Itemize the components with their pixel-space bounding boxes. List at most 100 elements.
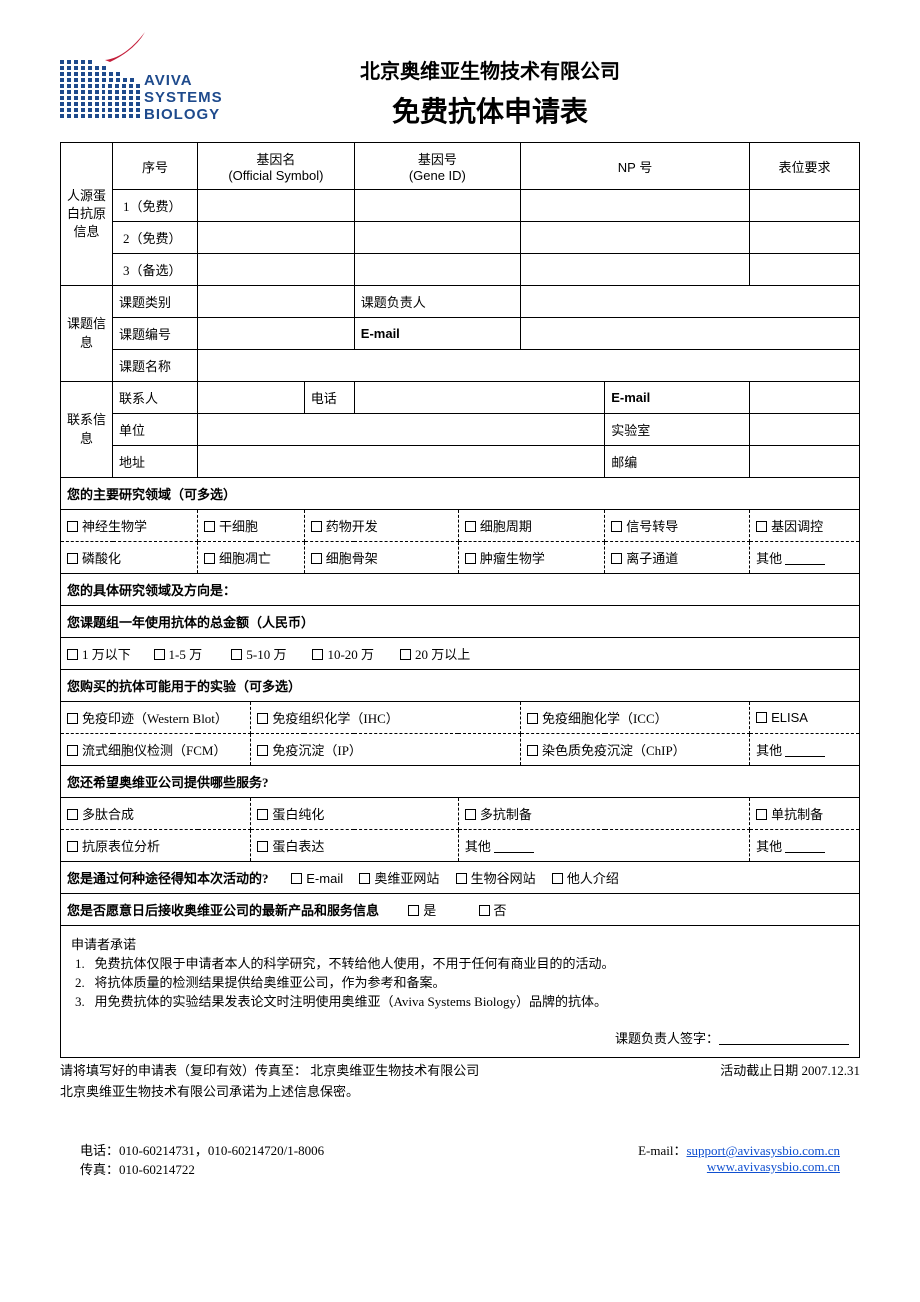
row1-seq: 1（免费）: [113, 190, 198, 222]
specific-title: 您的具体研究领域及方向是：: [61, 574, 860, 606]
opt-icc[interactable]: 免疫细胞化学（ICC）: [520, 702, 749, 734]
col-seq: 序号: [113, 143, 198, 190]
company-name: 北京奥维亚生物技术有限公司: [200, 55, 780, 84]
row2-geneid[interactable]: [354, 222, 520, 254]
phone-text: 电话：010-60214731，010-60214720/1-8006: [80, 1140, 324, 1159]
signature-line[interactable]: 课题负责人签字：: [71, 1028, 849, 1047]
opt-svc-other2[interactable]: 其他: [750, 830, 860, 862]
row3-seq: 3（备选）: [113, 254, 198, 286]
section2-label: 课题信息: [61, 286, 113, 382]
v-phone[interactable]: [354, 382, 604, 414]
opt-monoab[interactable]: 单抗制备: [750, 798, 860, 830]
f-topic-email: E-mail: [354, 318, 520, 350]
col-epitope: 表位要求: [750, 143, 860, 190]
logo-text: AVIVA SYSTEMS BIOLOGY: [144, 72, 223, 123]
f-lab: 实验室: [605, 414, 750, 446]
opt-drug[interactable]: 药物开发: [304, 510, 458, 542]
fax-text: 传真：010-60214722: [80, 1159, 324, 1178]
opt-phos[interactable]: 磷酸化: [61, 542, 198, 574]
opt-stem[interactable]: 干细胞: [198, 510, 305, 542]
opt-signal[interactable]: 信号转导: [605, 510, 750, 542]
f-topic-name: 课题名称: [113, 350, 198, 382]
opt-cyto[interactable]: 细胞骨架: [304, 542, 458, 574]
f-unit: 单位: [113, 414, 198, 446]
v-addr[interactable]: [198, 446, 605, 478]
research-area-title: 您的主要研究领域（可多选）: [61, 478, 860, 510]
budget-opts[interactable]: 1 万以下 1-5 万 5-10 万 10-20 万 20 万以上: [61, 638, 860, 670]
f-email: E-mail: [605, 382, 750, 414]
opt-apop[interactable]: 细胞凋亡: [198, 542, 305, 574]
opt-purify[interactable]: 蛋白纯化: [251, 798, 459, 830]
opt-tumor[interactable]: 肿瘤生物学: [458, 542, 604, 574]
col-gene-name: 基因名(Official Symbol): [198, 143, 355, 190]
logo-dots-icon: [60, 60, 140, 130]
row2-seq: 2（免费）: [113, 222, 198, 254]
confidential-note: 北京奥维亚生物技术有限公司承诺为上述信息保密。: [60, 1081, 860, 1100]
v-contact[interactable]: [198, 382, 305, 414]
company-logo: AVIVA SYSTEMS BIOLOGY: [60, 30, 200, 130]
v-unit[interactable]: [198, 414, 605, 446]
v-lab[interactable]: [750, 414, 860, 446]
f-zip: 邮编: [605, 446, 750, 478]
v-topic-name[interactable]: [198, 350, 860, 382]
row2-epitope[interactable]: [750, 222, 860, 254]
source-row[interactable]: 您是通过何种途径得知本次活动的? E-mail 奥维亚网站 生物谷网站 他人介绍: [61, 862, 860, 894]
v-topic-leader[interactable]: [520, 286, 859, 318]
f-topic-leader: 课题负责人: [354, 286, 520, 318]
email-contact: E-mail：support@avivasysbio.com.cn: [638, 1140, 840, 1159]
opt-wb[interactable]: 免疫印迹（Western Blot）: [61, 702, 251, 734]
opt-cycle[interactable]: 细胞周期: [458, 510, 604, 542]
opt-ihc[interactable]: 免疫组织化学（IHC）: [251, 702, 521, 734]
col-gene-id: 基因号(Gene ID): [354, 143, 520, 190]
v-zip[interactable]: [750, 446, 860, 478]
v-topic-num[interactable]: [198, 318, 355, 350]
header: AVIVA SYSTEMS BIOLOGY 北京奥维亚生物技术有限公司 免费抗体…: [60, 30, 860, 130]
contacts-block: 电话：010-60214731，010-60214720/1-8006 传真：0…: [60, 1140, 860, 1178]
f-addr: 地址: [113, 446, 198, 478]
opt-ip[interactable]: 免疫沉淀（IP）: [251, 734, 521, 766]
opt-fcm[interactable]: 流式细胞仪检测（FCM）: [61, 734, 251, 766]
row1-geneid[interactable]: [354, 190, 520, 222]
row3-np[interactable]: [520, 254, 749, 286]
f-topic-type: 课题类别: [113, 286, 198, 318]
opt-epitope-an[interactable]: 抗原表位分析: [61, 830, 251, 862]
f-contact: 联系人: [113, 382, 198, 414]
row3-epitope[interactable]: [750, 254, 860, 286]
svc-title: 您还希望奥维亚公司提供哪些服务?: [61, 766, 860, 798]
opt-elisa[interactable]: ELISA: [750, 702, 860, 734]
row1-genename[interactable]: [198, 190, 355, 222]
section3-label: 联系信息: [61, 382, 113, 478]
row3-geneid[interactable]: [354, 254, 520, 286]
form-table: 人源蛋白抗原信息 序号 基因名(Official Symbol) 基因号(Gen…: [60, 142, 860, 1058]
opt-peptide[interactable]: 多肽合成: [61, 798, 251, 830]
row1-epitope[interactable]: [750, 190, 860, 222]
fax-note-row: 请将填写好的申请表（复印有效）传真至： 北京奥维亚生物技术有限公司 活动截止日期…: [60, 1060, 860, 1079]
opt-svc-other1[interactable]: 其他: [458, 830, 749, 862]
exp-title: 您购买的抗体可能用于的实验（可多选）: [61, 670, 860, 702]
web-contact: www.avivasysbio.com.cn: [638, 1159, 840, 1175]
row2-np[interactable]: [520, 222, 749, 254]
title-block: 北京奥维亚生物技术有限公司 免费抗体申请表: [200, 55, 780, 130]
opt-other-exp[interactable]: 其他: [750, 734, 860, 766]
opt-other-area[interactable]: 其他: [750, 542, 860, 574]
opt-ion[interactable]: 离子通道: [605, 542, 750, 574]
opt-chip[interactable]: 染色质免疫沉淀（ChIP）: [520, 734, 749, 766]
v-topic-email[interactable]: [520, 318, 859, 350]
row2-genename[interactable]: [198, 222, 355, 254]
row1-np[interactable]: [520, 190, 749, 222]
form-title: 免费抗体申请表: [200, 90, 780, 130]
opt-gene[interactable]: 基因调控: [750, 510, 860, 542]
v-email[interactable]: [750, 382, 860, 414]
section1-label: 人源蛋白抗原信息: [61, 143, 113, 286]
opt-express[interactable]: 蛋白表达: [251, 830, 459, 862]
budget-title: 您课题组一年使用抗体的总金额（人民币）: [61, 606, 860, 638]
opt-neuro[interactable]: 神经生物学: [61, 510, 198, 542]
row3-genename[interactable]: [198, 254, 355, 286]
logo-swoosh-icon: [100, 30, 150, 64]
v-topic-type[interactable]: [198, 286, 355, 318]
col-np: NP 号: [520, 143, 749, 190]
promise-block: 申请者承诺 1. 免费抗体仅限于申请者本人的科学研究，不转给他人使用，不用于任何…: [61, 926, 860, 1058]
f-topic-num: 课题编号: [113, 318, 198, 350]
opt-polyab[interactable]: 多抗制备: [458, 798, 749, 830]
consent-row[interactable]: 您是否愿意日后接收奥维亚公司的最新产品和服务信息 是 否: [61, 894, 860, 926]
